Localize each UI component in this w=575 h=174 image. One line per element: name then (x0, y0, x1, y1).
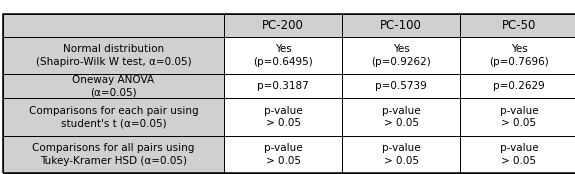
Text: Normal distribution
(Shapiro-Wilk W test, α=0.05): Normal distribution (Shapiro-Wilk W test… (36, 44, 191, 67)
Bar (224, 74, 342, 98)
Text: PC-100: PC-100 (380, 19, 422, 32)
Bar (460, 14, 575, 37)
Bar (460, 37, 575, 74)
Bar (342, 37, 460, 74)
Text: p=0.3187: p=0.3187 (258, 81, 309, 91)
Bar (3, 37, 224, 74)
Text: p-value
> 0.05: p-value > 0.05 (382, 106, 420, 128)
Bar (460, 98, 575, 136)
Bar (460, 74, 575, 98)
Text: Yes
(p=0.7696): Yes (p=0.7696) (489, 44, 549, 67)
Bar (460, 136, 575, 173)
Text: p-value
> 0.05: p-value > 0.05 (382, 143, 420, 166)
Text: p=0.5739: p=0.5739 (375, 81, 427, 91)
Text: p-value
> 0.05: p-value > 0.05 (500, 143, 538, 166)
Text: Comparisons for each pair using
student's t (α=0.05): Comparisons for each pair using student'… (29, 106, 198, 128)
Text: Yes
(p=0.6495): Yes (p=0.6495) (254, 44, 313, 67)
Bar (342, 136, 460, 173)
Bar (342, 98, 460, 136)
Text: Comparisons for all pairs using
Tukey-Kramer HSD (α=0.05): Comparisons for all pairs using Tukey-Kr… (32, 143, 195, 166)
Bar (3, 14, 224, 37)
Bar (3, 74, 224, 98)
Text: p=0.2629: p=0.2629 (493, 81, 545, 91)
Text: Yes
(p=0.9262): Yes (p=0.9262) (371, 44, 431, 67)
Text: p-value
> 0.05: p-value > 0.05 (264, 106, 302, 128)
Text: PC-50: PC-50 (502, 19, 536, 32)
Bar (224, 136, 342, 173)
Bar (224, 98, 342, 136)
Text: p-value
> 0.05: p-value > 0.05 (264, 143, 302, 166)
Text: PC-200: PC-200 (262, 19, 304, 32)
Text: Oneway ANOVA
(α=0.05): Oneway ANOVA (α=0.05) (72, 75, 155, 98)
Bar (3, 98, 224, 136)
Bar (3, 136, 224, 173)
Bar (342, 14, 460, 37)
Bar (342, 74, 460, 98)
Text: p-value
> 0.05: p-value > 0.05 (500, 106, 538, 128)
Bar (224, 14, 342, 37)
Bar (224, 37, 342, 74)
